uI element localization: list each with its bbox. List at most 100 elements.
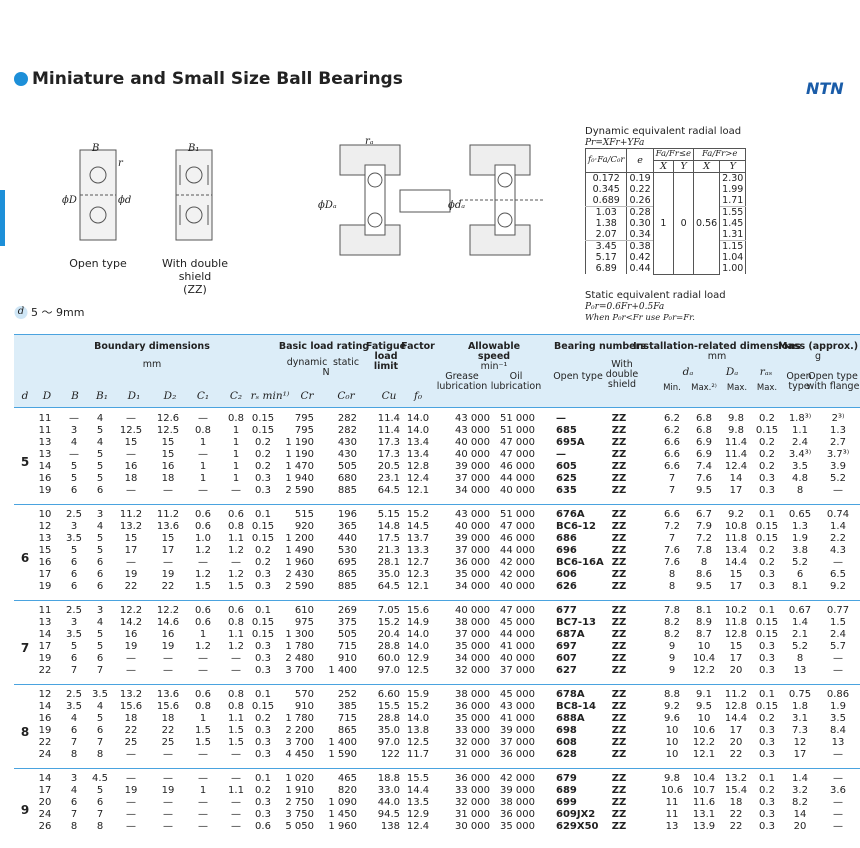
eq-head: Fa/Fr≤e [652,148,695,161]
cell: 0.65 [788,509,812,520]
eq-row: f₀·Fa/C₀r e Fa/Fr≤e Fa/Fr>e [584,148,747,173]
cell: 11 [38,425,52,436]
cell: 0.8 [228,617,244,628]
header-label: min⁻¹ [480,361,508,372]
cell: 608 [556,737,577,748]
cell: 7 [668,485,676,496]
cell: — [198,809,208,820]
cell: — [198,485,208,496]
cell: 0.6 [228,605,244,616]
cell: 0.77 [826,605,850,616]
cell: 6 [70,653,78,664]
cell: — [833,749,843,760]
cell: 6 [70,569,78,580]
cell: 10 [665,737,679,748]
cell: 0.1 [759,689,775,700]
eq-cell: 0.28 [626,206,654,218]
static-note: When P₀r<Fr use P₀r=Fr. [585,313,696,323]
cell: 1 [232,425,240,436]
header-label: Oil lubrication [490,371,542,392]
cell: ZZ [611,737,627,748]
cell: 12.8 [406,461,430,472]
cell: 910 [294,701,314,712]
eq-cell: 1.55 [719,206,747,218]
cell: 7 [96,665,104,676]
cell: 505 [337,461,357,472]
cell: 22 [729,809,743,820]
cell: 25 [161,737,175,748]
sym-da: ϕdₐ [448,200,465,211]
cell: 23.1 [377,473,400,484]
cell: 1 [199,437,207,448]
cell: 13.4 [406,437,430,448]
cell: 64.5 [377,581,400,592]
cell: 18 [161,713,175,724]
cell: 7 [70,665,78,676]
title-dot [14,72,28,86]
cell: 38 000 [455,689,490,700]
cell: 385 [337,701,357,712]
cell: 0.2 [255,785,271,796]
cell: ZZ [611,821,627,832]
header-label: Installation-related dimensions [633,341,801,352]
column-symbol: rₐₛ [759,366,773,378]
cell: 12.4 [406,821,430,832]
cell: 0.2 [759,545,775,556]
cell: 515 [294,509,314,520]
cell: 5.2 [830,473,846,484]
header-label: Open type [553,371,603,382]
cell: 2.4 [830,629,846,640]
cell: 1 400 [328,665,357,676]
cell: 0.3 [255,485,271,496]
cell: 13 [38,617,52,628]
group-bore: 5 [20,455,30,469]
eq-row: 5.17 0.42 1.04 [584,252,747,263]
cell: ZZ [611,689,627,700]
cell: 7.8 [696,545,712,556]
cell: 15 [161,449,175,460]
column-symbol: Cr [300,390,314,402]
cell: 4 [70,785,78,796]
cell: 715 [337,713,357,724]
cell: ZZ [611,797,627,808]
cell: 0.8 [228,701,244,712]
cell: 1.5 [195,581,211,592]
cell: 17 [38,641,52,652]
eq-row: 0.345 0.22 1.99 [584,184,747,195]
cell: 15 [729,569,743,580]
cell: 14 [38,701,52,712]
header-label: Fatigue load limit [365,341,407,372]
cell: 38 000 [455,617,490,628]
eq-cell: 0.26 [626,195,654,207]
cell: 13 [793,665,807,676]
cell: 37 000 [500,737,535,748]
cell: 0.8 [195,701,211,712]
cell: 1 [232,449,240,460]
cell: — [198,665,208,676]
cell: 9 [668,641,676,652]
header-label: Allowable speed [467,341,521,362]
cell: 12.1 [692,749,716,760]
cell: — [198,557,208,568]
cell: 12.1 [406,485,430,496]
cell: 35 000 [455,641,490,652]
cell: ZZ [611,749,627,760]
cell: 3.5 [66,533,82,544]
cell: 46 000 [500,461,535,472]
eq-cell: 1.38 [584,218,628,229]
cell: 36 000 [455,557,490,568]
cell: 1 [199,785,207,796]
cell: 1 960 [328,821,357,832]
cell: 0.3 [759,797,775,808]
cell: 865 [337,569,357,580]
cell: 1 300 [285,629,314,640]
cell: ZZ [611,665,627,676]
cell: ZZ [611,485,627,496]
cell: 11 [665,809,679,820]
cell: 9.8 [664,773,680,784]
cell: 0.3 [759,569,775,580]
cell: 0.15 [755,425,779,436]
cell: 6.6 [664,437,680,448]
cell: 1.4 [830,521,846,532]
cell: 9.5 [696,701,712,712]
